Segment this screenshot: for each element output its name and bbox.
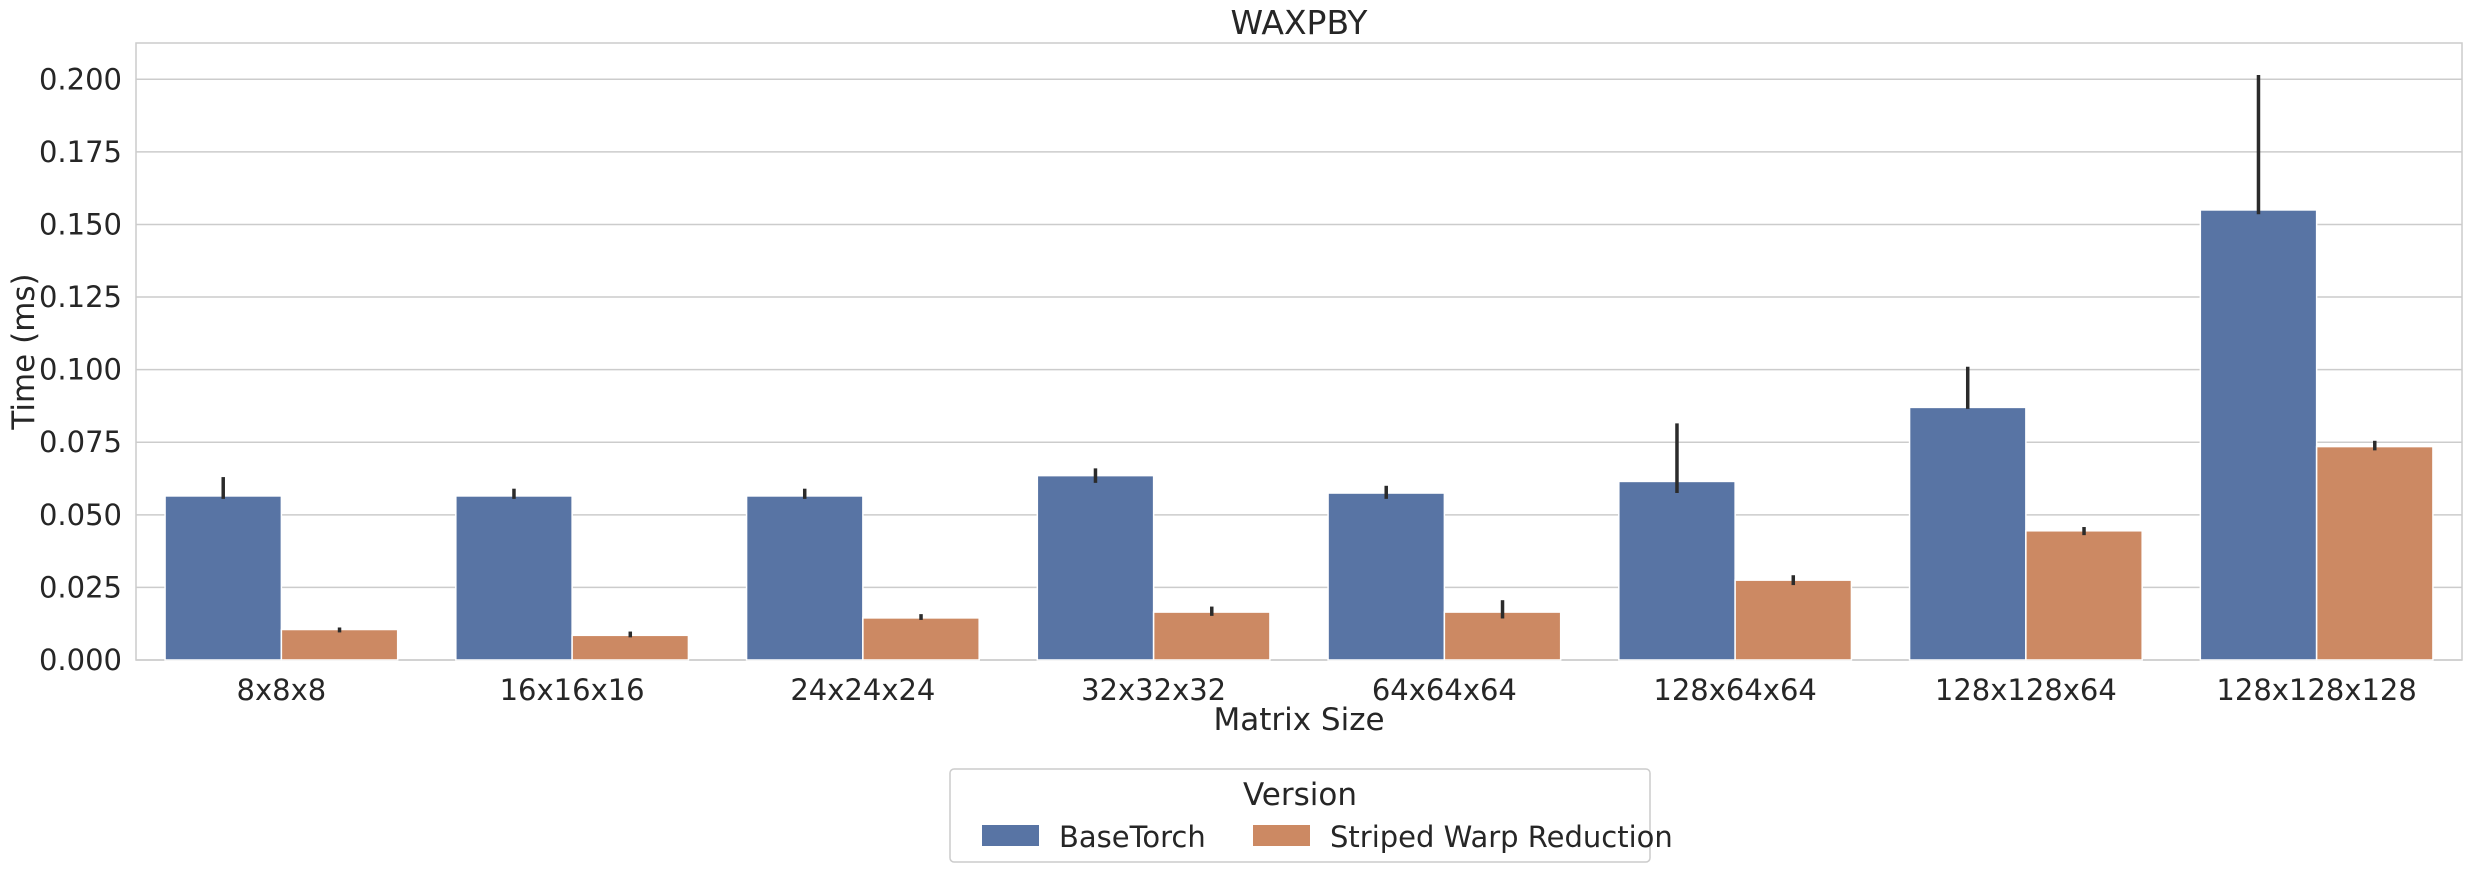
- bar-striped-warp-reduction-32x32x32: [1152, 611, 1271, 661]
- x-tick-label: 128x128x64: [1935, 673, 2117, 707]
- bar-striped-warp-reduction-64x64x64: [1443, 611, 1562, 661]
- bar-basetorch-64x64x64: [1327, 492, 1446, 661]
- y-tick-label: 0.000: [39, 643, 122, 677]
- y-tick-label: 0.025: [39, 570, 122, 604]
- bar-striped-warp-reduction-24x24x24: [862, 617, 980, 661]
- x-tick-label: 128x64x64: [1653, 673, 1816, 707]
- bar-basetorch-8x8x8: [164, 495, 283, 661]
- legend-title: Version: [1243, 777, 1357, 813]
- x-tick-label: 16x16x16: [500, 673, 645, 707]
- x-tick-label: 8x8x8: [237, 673, 327, 707]
- legend-box: [949, 768, 1651, 863]
- x-tick-label: 128x128x128: [2216, 673, 2416, 707]
- legend: Version BaseTorch Striped Warp Reduction: [949, 768, 1673, 863]
- y-tick-label: 0.125: [39, 280, 122, 314]
- x-tick-label: 24x24x24: [790, 673, 935, 707]
- bar-basetorch-128x64x64: [1618, 480, 1736, 661]
- bar-striped-warp-reduction-128x128x128: [2315, 445, 2434, 661]
- y-tick-label: 0.175: [39, 135, 122, 169]
- bar-striped-warp-reduction-8x8x8: [280, 628, 399, 661]
- x-tick-label: 32x32x32: [1081, 673, 1226, 707]
- legend-swatch-striped-warp-reduction: [1253, 825, 1310, 846]
- y-axis-ticks: 0.000 0.025 0.050 0.075 0.100 0.125 0.150 0.175…: [39, 62, 122, 677]
- bar-striped-warp-reduction-128x64x64: [1734, 579, 1853, 661]
- y-tick-label: 0.200: [39, 62, 122, 96]
- bar-basetorch-24x24x24: [745, 495, 864, 661]
- bar-striped-warp-reduction-128x128x64: [2025, 530, 2143, 661]
- y-tick-label: 0.050: [39, 498, 122, 532]
- error-bars: [221, 74, 2377, 638]
- y-tick-label: 0.075: [39, 425, 122, 459]
- chart-title: WAXPBY: [1231, 3, 1369, 42]
- bars: [164, 209, 2434, 661]
- bar-basetorch-128x128x128: [2199, 209, 2318, 661]
- plot-area-frame: [135, 42, 2463, 661]
- x-tick-label: 64x64x64: [1372, 673, 1517, 707]
- bar-striped-warp-reduction-16x16x16: [571, 634, 690, 661]
- bar-basetorch-32x32x32: [1036, 474, 1155, 661]
- y-tick-label: 0.100: [39, 353, 122, 387]
- legend-swatch-basetorch: [982, 825, 1039, 846]
- x-axis-ticks: 8x8x8 16x16x16 24x24x24 32x32x32 64x64x64 128…: [237, 673, 2417, 707]
- y-tick-label: 0.150: [39, 207, 122, 241]
- x-axis-label: Matrix Size: [1213, 702, 1384, 738]
- legend-label-basetorch: BaseTorch: [1059, 820, 1206, 854]
- y-axis-label: Time (ms): [6, 273, 42, 430]
- bar-basetorch-128x128x64: [1908, 406, 2027, 661]
- bar-basetorch-16x16x16: [455, 495, 573, 661]
- legend-label-striped-warp-reduction: Striped Warp Reduction: [1330, 820, 1673, 854]
